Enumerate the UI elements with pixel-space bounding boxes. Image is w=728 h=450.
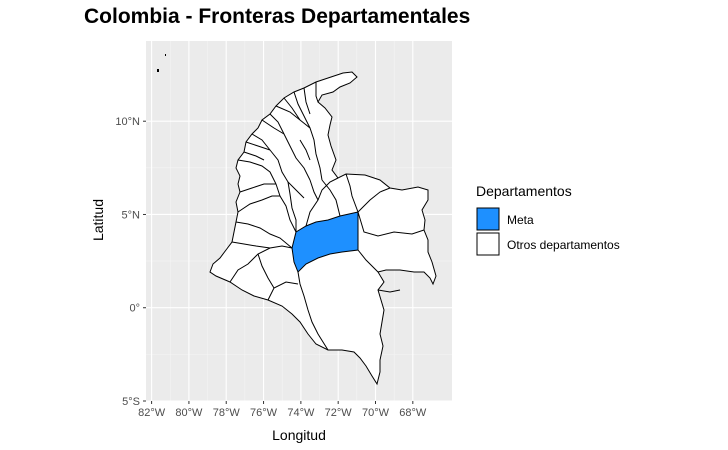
meta-department bbox=[291, 211, 359, 273]
legend: Departamentos Meta Otros departamentos bbox=[476, 183, 620, 256]
colombia-map bbox=[157, 54, 437, 386]
y-tick-label: 5°N bbox=[122, 209, 141, 221]
x-tick-label: 72°W bbox=[325, 407, 353, 419]
x-tick-label: 74°W bbox=[287, 407, 315, 419]
y-tick-label: 5°S bbox=[122, 396, 140, 408]
x-axis-title: Longitud bbox=[272, 427, 326, 443]
y-tick-label: 0° bbox=[129, 303, 140, 315]
x-tick-label: 70°W bbox=[362, 407, 390, 419]
legend-key-otros bbox=[476, 232, 500, 256]
y-axis-ticks: 10°N 5°N 0° 5°S bbox=[115, 116, 146, 408]
legend-title: Departamentos bbox=[476, 183, 572, 199]
x-tick-label: 80°W bbox=[175, 407, 203, 419]
x-axis-ticks: 82°W 80°W 78°W 76°W 74°W 72°W 70°W 68°W bbox=[138, 401, 427, 419]
department-boundaries bbox=[229, 82, 425, 351]
y-tick-label: 10°N bbox=[115, 116, 140, 128]
x-tick-label: 82°W bbox=[138, 407, 166, 419]
legend-label-meta: Meta bbox=[507, 213, 534, 227]
chart-title: Colombia - Fronteras Departamentales bbox=[84, 5, 471, 28]
legend-label-otros: Otros departamentos bbox=[507, 238, 620, 252]
island-providencia bbox=[165, 54, 166, 56]
y-axis-title: Latitud bbox=[90, 199, 106, 241]
island-san-andres bbox=[157, 69, 159, 72]
legend-key-meta bbox=[476, 207, 500, 231]
x-tick-label: 76°W bbox=[250, 407, 278, 419]
x-tick-label: 68°W bbox=[399, 407, 427, 419]
x-tick-label: 78°W bbox=[213, 407, 241, 419]
